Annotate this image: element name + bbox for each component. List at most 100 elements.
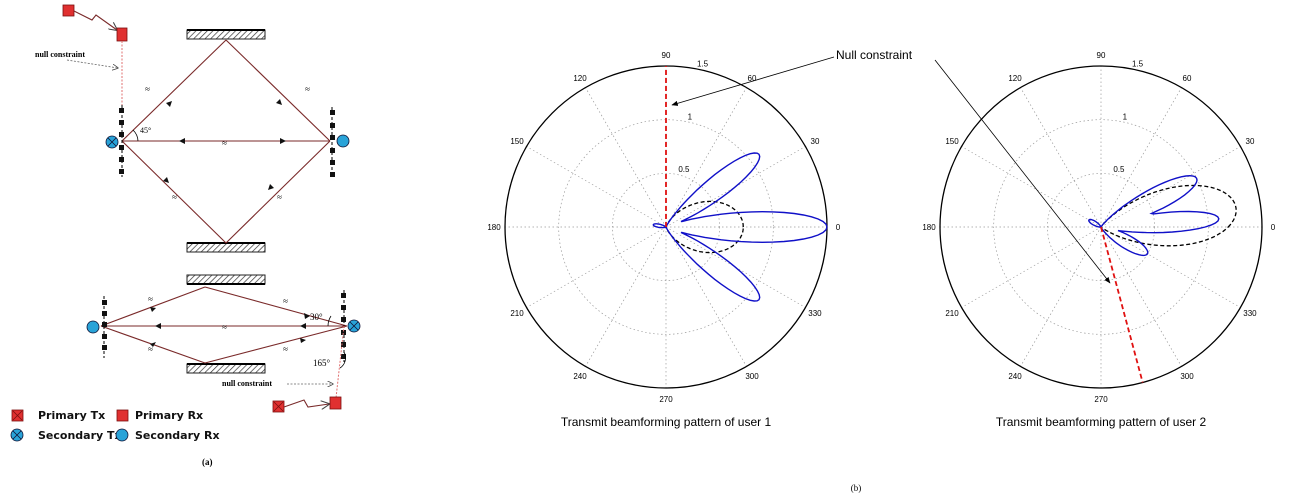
approx-marks-2: ≈ ≈ ≈ ≈ ≈ [148,294,288,354]
wireless-link-top-icon [73,10,117,30]
panel-b-caption: (b) [851,483,862,493]
polar-spoke-210 [526,226,667,308]
angle-tick-label: 180 [487,223,501,232]
reflector-bottom-1 [186,242,266,253]
svg-text:≈: ≈ [283,296,288,306]
angle-tick-label: 210 [945,309,959,318]
primary-rx-bottom-icon [329,396,342,410]
svg-text:Secondary Rx: Secondary Rx [135,429,220,442]
polar-spoke-150 [961,146,1102,228]
angle-tick-label: 180 [922,223,936,232]
legend: Primary Tx Primary Rx Secondary Tx Secon… [10,409,220,442]
diamond-2-paths [100,286,348,364]
annotation-arrow-user-1 [671,56,835,106]
svg-text:≈: ≈ [222,138,227,148]
polar-spoke-120 [1020,87,1102,228]
reference-pattern-dashed [1100,184,1237,247]
polar-spoke-150 [526,146,667,228]
angle-tick-label: 90 [662,51,671,60]
radial-tick-label: 0.5 [1113,165,1125,174]
null-constraint-label-top: null constraint [35,50,85,59]
angle-tick-label: 300 [745,372,759,381]
angle-tick-label: 60 [1183,74,1192,83]
polar-spoke-240 [1020,226,1102,367]
svg-text:≈: ≈ [283,344,288,354]
secondary-tx-1-icon [105,135,119,149]
beamforming-pattern [1088,174,1220,257]
angle-tick-label: 30 [811,137,820,146]
polar-plot-user-1: 0.5 1 1.5 0 30 60 90 120 150 180 210 240 270 300 330 [487,51,840,404]
antenna-array-left-1 [119,105,124,177]
legend-primary-tx: Primary Tx [11,409,105,422]
wireless-link-bottom-icon [283,399,329,407]
angle-tick-label: 270 [659,395,673,404]
angle-tick-label: 30 [1246,137,1255,146]
angle-tick-label: 120 [573,74,587,83]
angle-tick-label: 120 [1008,74,1022,83]
angle-tick-label: 300 [1180,372,1194,381]
polar-grid-circle-0 [611,172,721,282]
angle-tick-label: 0 [1271,223,1276,232]
svg-text:≈: ≈ [277,192,282,202]
angle-tick-label: 330 [808,309,822,318]
polar-grid-circle-0 [1046,172,1156,282]
primary-tx-bottom-icon [272,400,285,413]
polar-spoke-300 [665,226,747,367]
angle-label-45: 45° [140,126,151,135]
angle-tick-label: 150 [945,137,959,146]
polar-spoke-300 [1100,226,1182,367]
polar-plot-user-2: 0.5 1 1.5 0 30 60 90 120 150 180 210 240 270 300 330 [922,51,1275,404]
polar-spoke-240 [585,226,667,367]
polar-spoke-30 [1100,146,1241,228]
legend-secondary-rx: Secondary Rx [115,428,220,442]
antenna-array-left-2 [102,296,107,358]
svg-text:Primary Tx: Primary Tx [38,409,105,422]
angle-arc-30 [327,315,332,327]
polar-outer-circle [939,65,1263,389]
reflector-bottom-2 [186,363,266,374]
angle-arc-45 [132,129,139,142]
svg-text:≈: ≈ [145,84,150,94]
angle-tick-label: 150 [510,137,524,146]
angle-tick-label: 240 [573,372,587,381]
panel-a-diagram: null constraint ≈ ≈ ≈ ≈ ≈ 45° [10,4,361,467]
radial-tick-label: 0.5 [678,165,690,174]
angle-tick-label: 0 [836,223,841,232]
null-constraint-line-bottom [335,325,345,399]
plot-title-user-1: Transmit beamforming pattern of user 1 [561,415,772,429]
secondary-rx-2-icon [86,320,100,334]
svg-text:Primary Rx: Primary Rx [135,409,203,422]
angle-tick-label: 60 [748,74,757,83]
legend-primary-rx: Primary Rx [116,409,203,422]
diamond-1-paths [121,39,331,244]
annotation-arrow-user-2 [934,59,1111,284]
primary-rx-top-icon [116,27,128,42]
null-constraint-arrow-top [66,59,118,68]
radial-tick-label: 1.5 [1132,59,1144,68]
beamforming-pattern [652,152,828,302]
null-constraint-label-bottom: null constraint [222,379,272,388]
null-direction-line [1100,226,1144,383]
secondary-rx-1-icon [336,134,350,148]
angle-tick-label: 210 [510,309,524,318]
angle-tick-label: 240 [1008,372,1022,381]
angle-label-165: 165° [313,358,331,368]
svg-text:Secondary Tx: Secondary Tx [38,429,122,442]
reflector-top-2 [186,274,266,285]
blue-circle-icon [115,428,129,442]
polar-spoke-210 [961,226,1102,308]
primary-tx-top-icon [62,4,75,17]
plot-title-user-2: Transmit beamforming pattern of user 2 [996,415,1207,429]
null-constraint-annotation: Null constraint [836,48,913,62]
reflector-top-1 [186,29,266,40]
radial-tick-label: 1 [688,112,693,121]
svg-text:≈: ≈ [305,84,310,94]
polar-spoke-120 [585,87,667,228]
approx-marks-1: ≈ ≈ ≈ ≈ ≈ [145,84,310,202]
antenna-array-right-1 [330,107,335,177]
polar-spoke-60 [1100,87,1182,228]
angle-tick-label: 270 [1094,395,1108,404]
svg-text:≈: ≈ [148,344,153,354]
svg-text:≈: ≈ [172,192,177,202]
